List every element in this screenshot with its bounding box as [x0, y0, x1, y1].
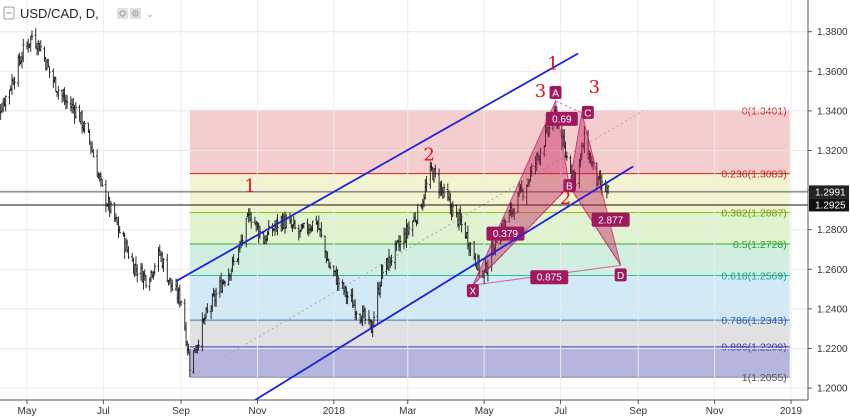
price-tick-label: 1.2000 [817, 384, 848, 395]
fib-band [189, 346, 790, 378]
wave-label: 2 [560, 188, 571, 209]
price-badge-label: 1.2925 [815, 200, 846, 211]
fib-band [189, 275, 790, 321]
time-tick-label: May [18, 406, 37, 417]
eye-icon[interactable] [117, 8, 128, 19]
time-tick-label: Jul [97, 406, 110, 417]
time-tick-label: May [475, 406, 494, 417]
fib-level-label: 0.382(1.2887) [721, 207, 786, 219]
pattern-point-box[interactable] [466, 284, 479, 298]
fib-level-label: 0(1.3401) [742, 106, 787, 118]
pattern-point-label: A [552, 89, 559, 100]
fib-level-label: 1(1.2055) [742, 372, 787, 384]
wave-label: 2 [423, 144, 434, 165]
price-tick-label: 1.3600 [817, 67, 848, 78]
time-tick-label: Nov [706, 406, 724, 417]
price-badge[interactable] [809, 198, 849, 212]
horizontal-lines[interactable] [0, 191, 808, 206]
wave-label: 1 [244, 176, 255, 197]
pattern-point-box[interactable] [614, 268, 627, 282]
price-tick-label: 1.3400 [817, 106, 848, 117]
fib-band [189, 243, 790, 276]
fibonacci-retracement[interactable]: 0(1.3401) 0.236(1.3083) 0.382(1.2887) 0.5(1… [189, 106, 790, 385]
pattern-ratio-box[interactable] [591, 212, 630, 227]
pattern-ratio-label: 0.379 [493, 229, 518, 240]
pattern-ratio-label: 0.875 [537, 273, 562, 284]
time-tick-label: 2018 [323, 406, 346, 417]
channel-line[interactable] [175, 52, 579, 282]
fib-band [189, 173, 790, 213]
channel-line[interactable] [241, 165, 634, 409]
dropdown-arrow-icon[interactable]: ⌄ [146, 9, 154, 19]
time-tick-label: Nov [249, 406, 267, 417]
time-tick-label: 2019 [780, 406, 803, 417]
pattern-ratio-box[interactable] [530, 270, 569, 285]
pattern-point-label: B [566, 182, 573, 193]
wave-label: 3 [589, 77, 600, 98]
price-tick-label: 1.3200 [817, 146, 848, 157]
pattern-ratio-box[interactable] [486, 226, 525, 241]
settings-icon[interactable] [130, 8, 141, 19]
price-tick-label: 1.2800 [817, 225, 848, 236]
time-tick-label: Sep [629, 406, 647, 417]
price-tick-label: 1.3800 [817, 27, 848, 38]
chart-header: USD/CAD, D, ⌄ [3, 6, 154, 21]
fib-level-label: 0.786(1.2343) [721, 315, 786, 327]
time-axis-panel [0, 400, 850, 420]
fib-band [189, 110, 790, 174]
fib-level-label: 0.886(1.2209) [721, 342, 786, 354]
time-tick-label: Mar [399, 406, 417, 417]
price-tick-label: 1.2200 [817, 344, 848, 355]
pattern-ratio-box[interactable] [545, 111, 578, 126]
wave-label: 3 [535, 81, 546, 102]
price-badge[interactable] [809, 185, 849, 199]
price-badge-label: 1.2991 [815, 187, 846, 198]
pattern-ratio-label: 0.69 [552, 114, 572, 125]
wave-label: 1 [547, 53, 558, 74]
pattern-point-label: D [617, 271, 624, 282]
pattern-point-box[interactable] [581, 105, 594, 119]
fib-level-label: 0.236(1.3083) [721, 169, 786, 181]
pattern-ratio-label: 2.877 [598, 215, 623, 226]
fib-level-label: 0.618(1.2569) [721, 270, 786, 282]
pattern-point-label: C [584, 108, 591, 119]
pattern-point-box[interactable] [563, 179, 576, 193]
candlestick-series [0, 28, 610, 378]
fib-level-label: 0.5(1.2728) [733, 239, 787, 251]
price-tick-label: 1.2600 [817, 265, 848, 276]
pattern-point-box[interactable] [549, 86, 562, 99]
fib-band [189, 320, 790, 347]
time-tick-label: Jul [554, 406, 567, 417]
chart-title: USD/CAD, D, [20, 6, 99, 21]
time-tick-label: Sep [172, 406, 190, 417]
price-channel[interactable] [175, 52, 634, 409]
pattern-point-label: X [470, 287, 477, 298]
price-tick-label: 1.2400 [817, 304, 848, 315]
pattern-xb-line [472, 185, 570, 286]
